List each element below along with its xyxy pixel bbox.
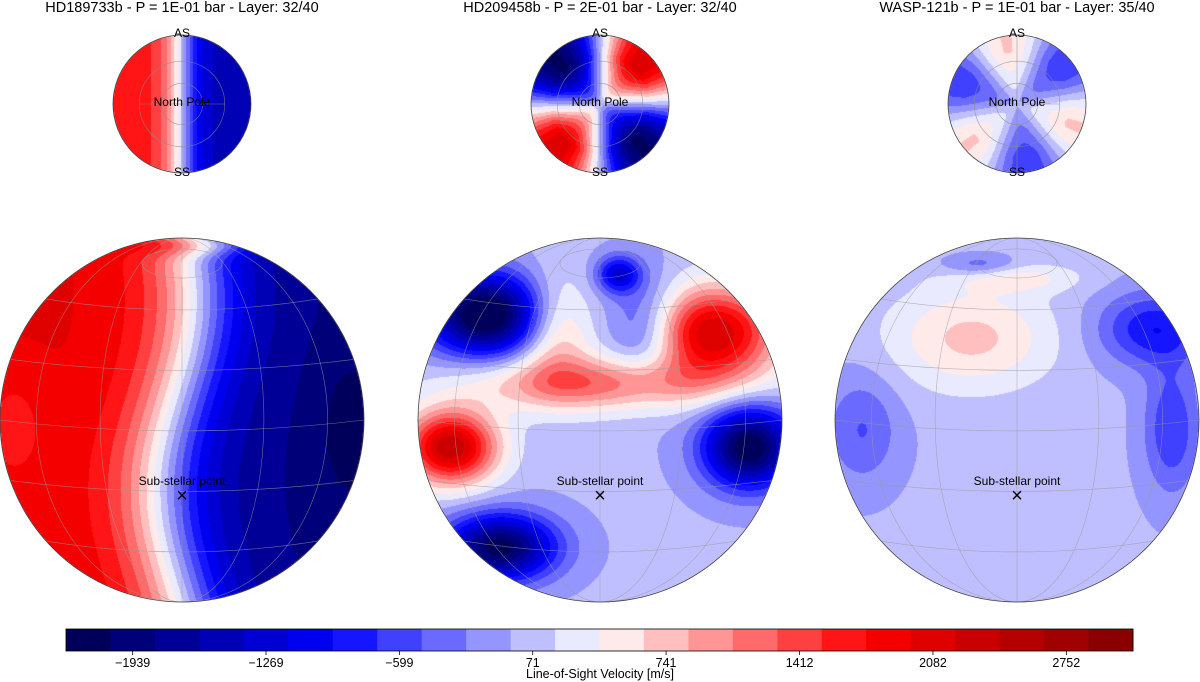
colorbar-tick-label: 71 <box>526 656 540 670</box>
colorbar-label: Line-of-Sight Velocity [m/s] <box>526 667 674 681</box>
disk-view-hd189733b <box>0 237 365 603</box>
disk-grid-wasp121b-polar-cap <box>976 248 1058 279</box>
disk-grid-wasp121b-parallel-1 <box>881 298 1153 311</box>
colorbar-swatch <box>332 629 378 651</box>
colorbar-swatch <box>821 629 867 651</box>
pole-bottom-label-hd189733b: SS <box>174 165 190 179</box>
disk-grid-hd189733b-parallel-5 <box>46 540 318 553</box>
colorbar-swatch <box>555 629 600 651</box>
disk-view-wasp121b <box>834 237 1200 603</box>
disk-grid-wasp121b-parallel-2 <box>845 359 1189 371</box>
pole-outline-wasp121b <box>947 34 1087 174</box>
colorbar-swatch <box>643 629 689 651</box>
colorbar-swatch <box>154 629 200 651</box>
colorbar-tick-label: 1412 <box>786 656 814 670</box>
colorbar-swatch <box>377 629 423 651</box>
colorbar-swatch <box>777 629 823 651</box>
colorbar-swatch <box>66 629 111 651</box>
pole-view-hd189733b <box>112 34 252 174</box>
colorbar-frame <box>65 628 1134 652</box>
disk-grid-hd209458b-parallel-2 <box>428 359 772 371</box>
pole-top-label-wasp121b: AS <box>1009 26 1025 40</box>
colorbar-tick-label: 2752 <box>1052 656 1080 670</box>
panel-title-hd209458b: HD209458b - P = 2E-01 bar - Layer: 32/40 <box>463 0 736 16</box>
disk-grid-hd189733b-parallel-2 <box>10 359 354 371</box>
colorbar-tick-label: −599 <box>385 656 413 670</box>
disk-view-hd209458b <box>417 237 783 603</box>
pole-center-label-hd209458b: North Pole <box>572 95 629 109</box>
disk-grid-hd189733b-parallel-4 <box>10 480 354 492</box>
substellar-marker-hd189733b: × <box>176 485 188 507</box>
colorbar-swatch <box>1088 629 1134 651</box>
colorbar-swatch <box>599 629 645 651</box>
disk-grid-hd209458b-parallel-5 <box>464 540 736 553</box>
disk-grid-wasp121b-parallel-4 <box>845 480 1189 492</box>
colorbar-swatch <box>1044 629 1090 651</box>
disk-grid-hd209458b-parallel-3 <box>417 419 783 432</box>
pole-center-label-hd189733b: North Pole <box>154 95 211 109</box>
disk-grid-hd209458b-parallel-1 <box>464 298 736 311</box>
colorbar-swatch <box>110 629 156 651</box>
disk-grid-hd189733b-parallel-3 <box>0 419 365 432</box>
colorbar-tick-label: −1269 <box>248 656 283 670</box>
disk-outline-wasp121b <box>834 237 1200 603</box>
colorbar-tick-label: −1939 <box>115 656 150 670</box>
pole-view-hd209458b <box>530 34 670 174</box>
colorbar-swatch <box>732 629 778 651</box>
pole-top-label-hd189733b: AS <box>174 26 190 40</box>
colorbar-swatch <box>199 629 245 651</box>
colorbar-swatch <box>866 629 912 651</box>
panel-title-hd189733b: HD189733b - P = 1E-01 bar - Layer: 32/40 <box>45 0 318 16</box>
pole-center-label-wasp121b: North Pole <box>989 95 1046 109</box>
colorbar: −1939 −1269 −599 71 741 1412 2082 2752 <box>65 628 1134 670</box>
pole-bottom-label-wasp121b: SS <box>1009 165 1025 179</box>
pole-outline-hd189733b <box>112 34 252 174</box>
substellar-label-hd189733b: Sub-stellar point <box>139 474 226 488</box>
colorbar-tick-label: 2082 <box>919 656 947 670</box>
colorbar-tick-label: 741 <box>656 656 677 670</box>
colorbar-swatch <box>243 629 289 651</box>
disk-grid-hd189733b-parallel-1 <box>46 298 318 311</box>
colorbar-swatch <box>999 629 1045 651</box>
colorbar-swatch <box>510 629 556 651</box>
disk-grid-wasp121b-parallel-3 <box>834 419 1200 432</box>
disk-outline-hd209458b <box>417 237 783 603</box>
pole-outline-hd209458b <box>530 34 670 174</box>
substellar-label-hd209458b: Sub-stellar point <box>557 474 644 488</box>
colorbar-swatch <box>466 629 512 651</box>
colorbar-swatch <box>421 629 467 651</box>
substellar-label-wasp121b: Sub-stellar point <box>974 474 1061 488</box>
disk-grid-wasp121b-parallel-5 <box>881 540 1153 553</box>
substellar-marker-wasp121b: × <box>1011 485 1023 507</box>
pole-top-label-hd209458b: AS <box>592 26 608 40</box>
disk-grid-hd189733b-polar-cap <box>141 248 223 279</box>
disk-grid-hd209458b-polar-cap <box>559 248 641 279</box>
pole-bottom-label-hd209458b: SS <box>592 165 608 179</box>
colorbar-swatch <box>955 629 1001 651</box>
pole-view-wasp121b <box>947 34 1087 174</box>
panel-title-wasp121b: WASP-121b - P = 1E-01 bar - Layer: 35/40 <box>879 0 1154 16</box>
colorbar-swatch <box>910 629 956 651</box>
substellar-marker-hd209458b: × <box>594 485 606 507</box>
colorbar-swatch <box>288 629 334 651</box>
disk-outline-hd189733b <box>0 237 365 603</box>
colorbar-swatch <box>688 629 734 651</box>
disk-grid-hd209458b-parallel-4 <box>428 480 772 492</box>
